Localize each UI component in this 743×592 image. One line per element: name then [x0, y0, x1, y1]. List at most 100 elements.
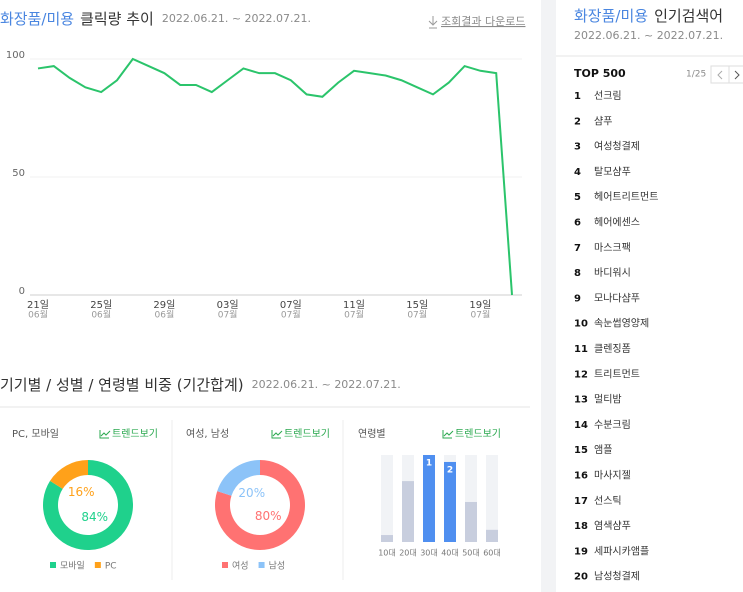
keyword[interactable]: 마사지젤 — [594, 470, 631, 482]
download-link[interactable]: 조회결과 다운로드 — [441, 15, 525, 28]
bar — [444, 461, 456, 542]
bar-track — [486, 455, 498, 542]
ranking-title: 화장품/미용 인기검색어 — [574, 7, 723, 25]
bar — [381, 535, 393, 542]
rank-number: 13 — [574, 395, 588, 406]
keyword[interactable]: 남성청결제 — [594, 571, 640, 583]
rank-number: 15 — [574, 445, 588, 456]
card-title: 연령별 — [358, 428, 386, 440]
top-label: TOP 500 — [574, 67, 626, 80]
x-tick-sublabel: 06월 — [91, 309, 111, 321]
legend-label: 남성 — [269, 561, 286, 572]
rank-number: 5 — [574, 192, 581, 203]
keyword[interactable]: 여성청결제 — [594, 141, 640, 153]
x-tick-label: 20대 — [399, 549, 417, 558]
x-tick-label: 21일 — [27, 299, 49, 311]
keyword[interactable]: 세파시카앰플 — [594, 545, 649, 557]
bar — [402, 481, 414, 542]
keyword[interactable]: 수분크림 — [594, 419, 631, 431]
legend-label: 여성 — [232, 560, 249, 572]
bar — [465, 501, 477, 542]
ranking-category: 화장품/미용 — [574, 7, 648, 25]
legend-label: 모바일 — [60, 561, 85, 572]
rank-label: 2 — [447, 465, 453, 475]
download[interactable]: 조회결과 다운로드 — [428, 15, 525, 29]
header-period: 2022.06.21. ~ 2022.07.21. — [162, 12, 311, 25]
card-title: 여성, 남성 — [186, 428, 229, 440]
section-period: 2022.06.21. ~ 2022.07.21. — [252, 378, 401, 391]
panel-divider — [541, 0, 556, 592]
trend-link[interactable]: 트렌드보기 — [284, 428, 330, 440]
trend-icon — [271, 430, 283, 439]
keyword[interactable]: 앰플 — [594, 444, 612, 456]
x-tick-label: 11일 — [343, 299, 365, 311]
keyword[interactable]: 염색샴푸 — [594, 520, 631, 532]
legend-label: PC — [105, 562, 117, 572]
bar-track — [381, 455, 393, 542]
rank-number: 19 — [574, 546, 588, 557]
rank-number: 18 — [574, 521, 588, 532]
rank-number: 1 — [574, 91, 581, 102]
rank-number: 6 — [574, 218, 581, 229]
prev-button[interactable] — [710, 65, 730, 84]
rank-number: 2 — [574, 116, 581, 127]
keyword[interactable]: 트리트먼트 — [594, 368, 640, 380]
keyword[interactable]: 클렌징폼 — [594, 343, 631, 355]
pie-slice — [215, 460, 305, 550]
keyword[interactable]: 마스크팩 — [594, 242, 631, 254]
pie-slice — [42, 460, 134, 551]
keyword[interactable]: 헤어트리트먼트 — [594, 191, 658, 203]
trend-icon — [442, 430, 454, 439]
line — [37, 57, 513, 296]
rank-number: 17 — [574, 496, 588, 507]
keyword[interactable]: 속눈썹영양제 — [594, 318, 649, 330]
x-tick-label: 10대 — [378, 549, 396, 558]
ranking-period: 2022.06.21. ~ 2022.07.21. — [574, 29, 723, 42]
x-tick-label: 15일 — [406, 299, 428, 311]
x-tick-label: 60대 — [483, 549, 501, 558]
y-tick-label: 50 — [12, 168, 25, 179]
keyword[interactable]: 멀티밤 — [594, 393, 622, 406]
keyword[interactable]: 탈모샴푸 — [594, 165, 631, 178]
rank-label: 1 — [426, 459, 432, 469]
download-icon — [428, 16, 438, 29]
rank-number: 9 — [574, 293, 581, 304]
pie-slice — [50, 460, 88, 489]
rank-number: 4 — [574, 167, 581, 178]
keyword[interactable]: 헤어에센스 — [594, 217, 640, 229]
slice-label: 80% — [255, 509, 282, 523]
x-tick-sublabel: 07월 — [218, 309, 238, 321]
trend-link[interactable]: 트렌드보기 — [455, 428, 501, 440]
trend-icon — [99, 430, 111, 439]
x-tick-label: 19일 — [469, 299, 491, 311]
ranking-text: 인기검색어 — [654, 7, 723, 25]
keyword[interactable]: 바디워시 — [594, 266, 631, 279]
rank-number: 20 — [574, 572, 588, 583]
legend-swatch — [258, 562, 265, 568]
x-tick-label: 03일 — [217, 299, 239, 311]
legend-swatch — [94, 562, 101, 568]
y-tick-label: 100 — [6, 50, 25, 61]
card-title: PC, 모바일 — [12, 428, 59, 440]
legend-swatch — [222, 562, 228, 568]
rank-number: 7 — [574, 243, 581, 254]
prev-icon — [717, 70, 723, 80]
x-tick-sublabel: 07월 — [281, 309, 301, 321]
x-tick-sublabel: 07월 — [471, 309, 491, 321]
keyword[interactable]: 선크림 — [594, 90, 622, 102]
next-icon — [734, 70, 740, 80]
keyword[interactable]: 샴푸 — [594, 115, 612, 127]
next-button[interactable] — [728, 65, 743, 84]
keyword[interactable]: 선스틱 — [594, 495, 622, 507]
slice-label: 20% — [238, 486, 265, 500]
slice-label: 16% — [68, 485, 95, 499]
x-tick-label: 50대 — [462, 549, 480, 558]
keyword[interactable]: 모나다샴푸 — [594, 292, 640, 304]
header-category: 화장품/미용 — [0, 10, 74, 28]
trend-link[interactable]: 트렌드보기 — [112, 428, 158, 440]
x-tick-label: 29일 — [153, 299, 175, 311]
header-title: 화장품/미용 클릭량 추이 2022.06.21. ~ 2022.07.21. — [0, 10, 311, 28]
page-indicator: 1/25 — [686, 70, 706, 80]
